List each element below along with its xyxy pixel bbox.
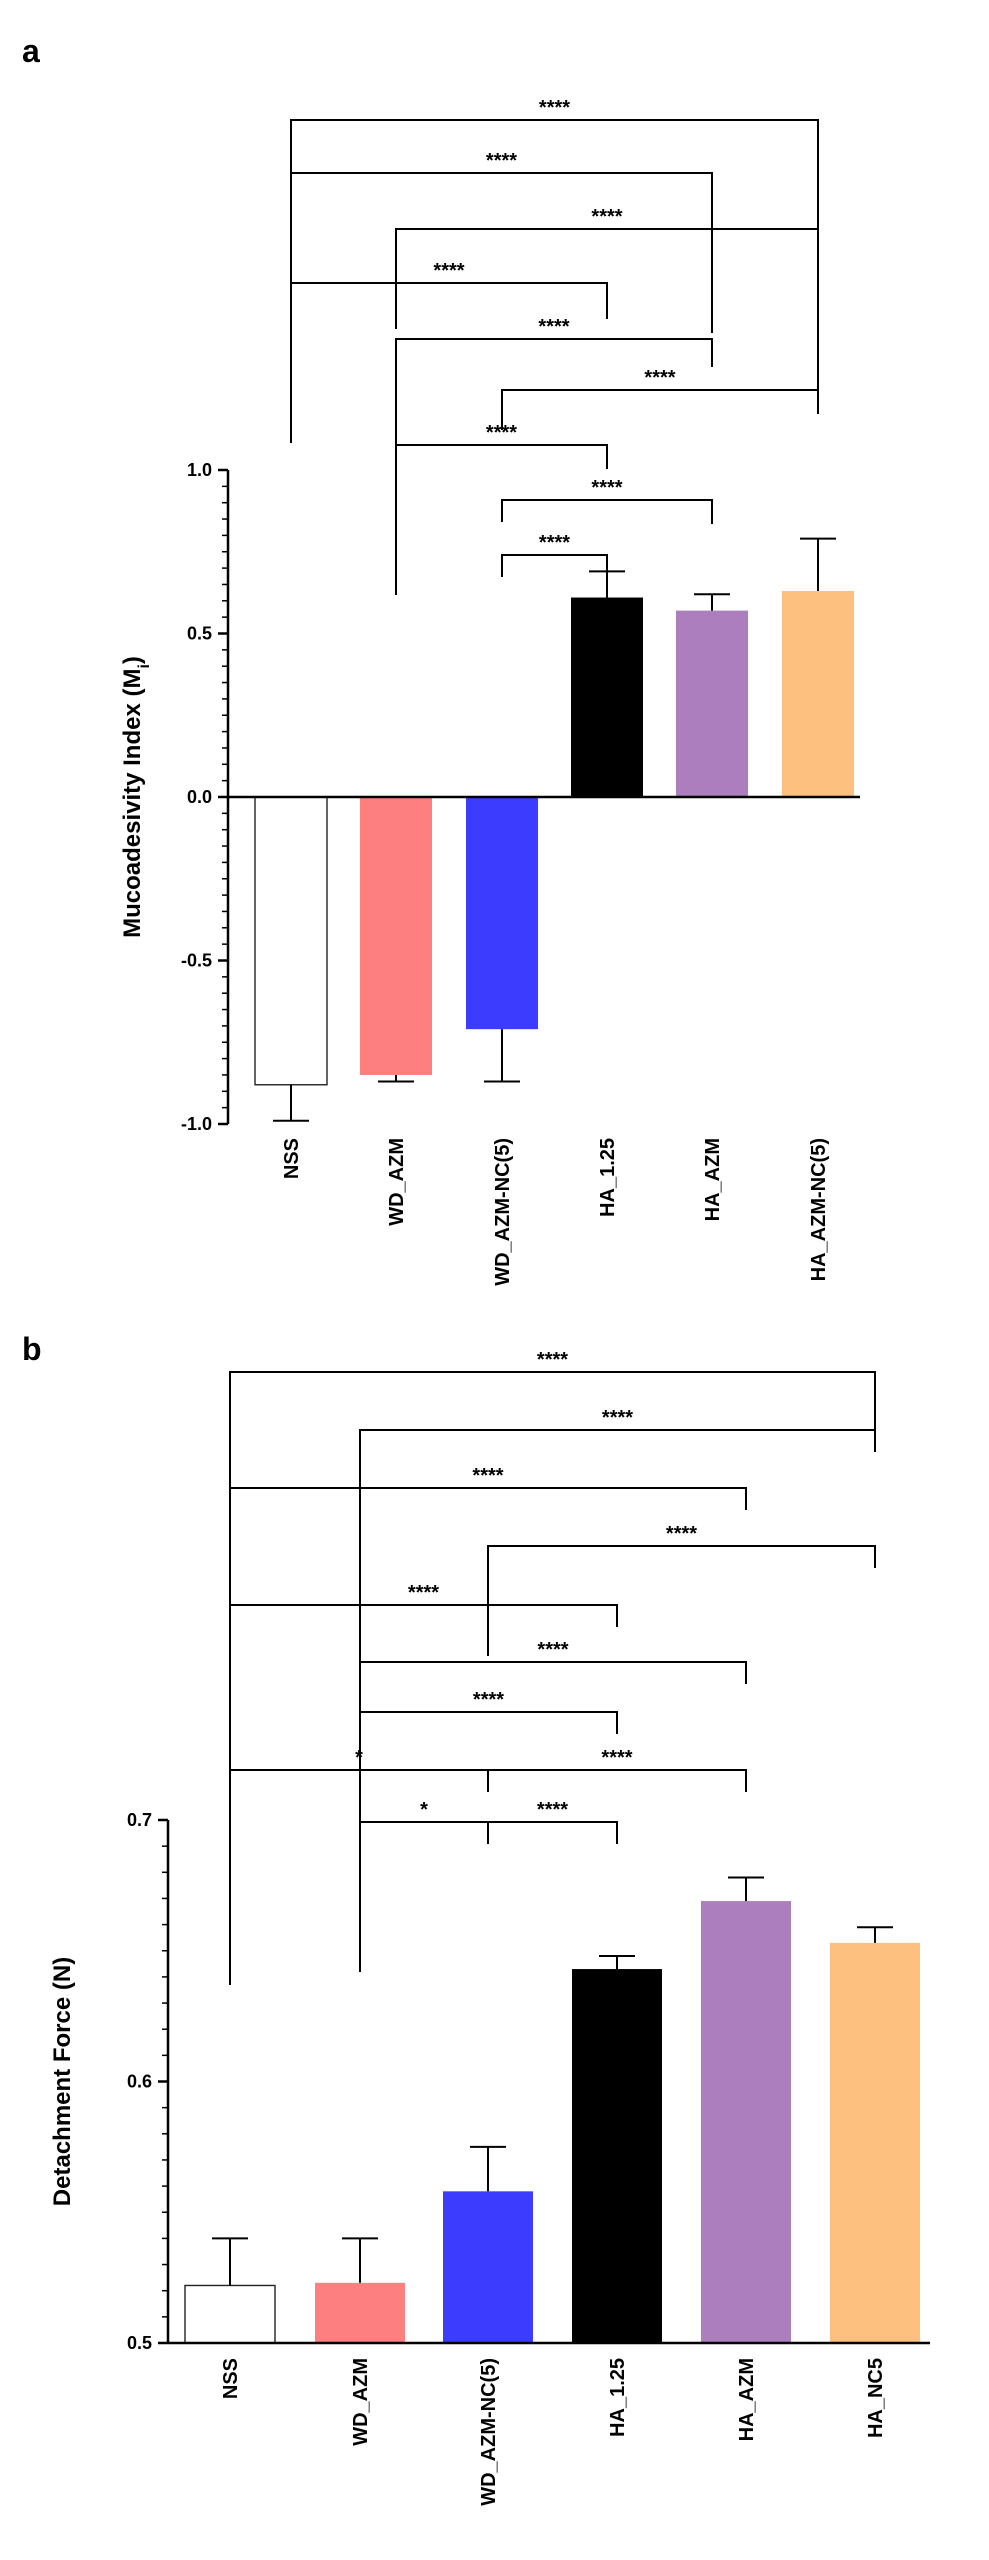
y-tick-label-5: 1.0 [187,460,212,480]
significance-bracket-2 [359,1429,876,1760]
category-label-2: WD_AZM [386,1138,408,1226]
significance-bracket-7 [395,444,608,595]
significance-label-3: **** [472,1465,503,1487]
category-label-6: HA_NC5 [865,2358,887,2438]
y-tick-label-4: 0.5 [187,624,212,644]
y-axis-title-subscript: i [136,664,153,668]
significance-bracket-9 [501,554,608,577]
significance-label-7: **** [486,422,517,444]
y-axis-title-suffix: ) [119,656,146,664]
significance-bracket-5 [395,338,713,489]
significance-label-8: **** [591,477,622,499]
bar-5 [701,1901,791,2343]
category-label-5: HA_AZM [702,1138,724,1221]
bar-5 [676,610,748,797]
significance-bracket-2 [290,172,713,333]
significance-label-1: **** [537,1349,568,1371]
significance-label-7: **** [473,1689,504,1711]
y-axis-title: Mucoadesivity Index (Mi) [119,656,153,938]
significance-bracket-11 [487,1821,618,1844]
category-label-2: WD_AZM [350,2358,372,2446]
significance-bracket-10 [359,1821,489,1844]
y-tick-label-1: -1.0 [181,1114,212,1134]
y-tick-label-2: 0.6 [127,2072,152,2092]
significance-bracket-3 [395,228,819,389]
y-tick-label-2: -0.5 [181,951,212,971]
category-label-1: NSS [281,1138,303,1179]
category-label-3: WD_AZM-NC(5) [478,2358,500,2506]
category-label-4: HA_1.25 [607,2358,629,2437]
significance-bracket-6 [501,389,819,430]
significance-bracket-4 [487,1545,876,1656]
significance-label-9: **** [601,1747,632,1769]
significance-bracket-4 [290,282,608,443]
y-axis-title: Detachment Force (N) [49,1957,76,2206]
y-tick-label-3: 0.7 [127,1810,152,1830]
significance-label-4: **** [433,260,464,282]
significance-label-1: **** [539,97,570,119]
bar-3 [466,797,538,1030]
significance-label-4: **** [666,1523,697,1545]
significance-label-5: **** [408,1582,439,1604]
chart-panel-a: a -1.0 -0.5 0.0 0.5 1.0 Mucoadesivity Index (M… [22,33,860,1286]
significance-label-11: **** [537,1799,568,1821]
bar-2 [360,797,432,1075]
y-axis-title-main: Detachment Force (N) [49,1957,76,2206]
bar-1 [184,2284,276,2344]
chart-panel-b: b 0.5 0.6 0.7 Detachment Force (N) NSS WD_AZM W… [22,1331,930,2506]
significance-label-10: * [420,1799,428,1821]
significance-bracket-9 [487,1769,747,1792]
significance-label-2: **** [486,150,517,172]
significance-bracket-8 [501,499,713,524]
category-label-3: WD_AZM-NC(5) [492,1138,514,1286]
y-axis-title-main: Mucoadesivity Index (M [119,669,146,938]
y-tick-label-1: 0.5 [127,2333,152,2353]
significance-bracket-1 [229,1371,876,1822]
significance-label-6: **** [537,1639,568,1661]
bar-6 [782,590,854,797]
category-label-6: HA_AZM-NC(5) [808,1138,830,1281]
significance-label-8: * [355,1747,363,1769]
significance-label-9: **** [539,532,570,554]
bar-2 [315,2282,405,2343]
panel-letter: a [22,33,40,69]
significance-label-6: **** [644,367,675,389]
significance-label-5: **** [538,316,569,338]
category-label-5: HA_AZM [736,2358,758,2441]
bar-4 [571,597,643,797]
bar-1 [254,796,328,1086]
significance-bracket-5 [229,1604,618,1845]
y-tick-label-3: 0.0 [187,787,212,807]
significance-label-3: **** [591,206,622,228]
category-label-1: NSS [220,2358,242,2399]
significance-bracket-1 [290,119,819,280]
bar-3 [443,2191,533,2343]
category-label-4: HA_1.25 [597,1138,619,1217]
bar-6 [830,1942,920,2343]
significance-label-2: **** [602,1407,633,1429]
panel-letter: b [22,1331,42,1367]
bar-4 [572,1969,662,2343]
